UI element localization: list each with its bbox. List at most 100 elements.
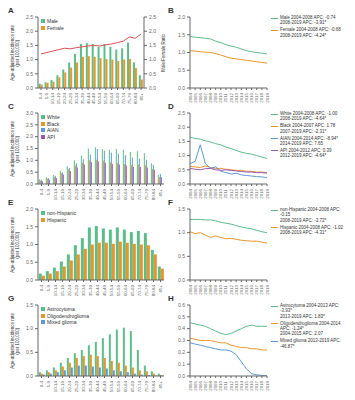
svg-text:65-69: 65-69 (115, 92, 120, 104)
svg-text:20-24: 20-24 (67, 380, 72, 392)
svg-text:1.5: 1.5 (178, 138, 185, 144)
svg-text:25-29: 25-29 (74, 380, 79, 392)
svg-text:60-64: 60-64 (123, 284, 128, 296)
svg-text:75-79: 75-79 (127, 92, 132, 104)
svg-text:2019: 2019 (265, 188, 270, 198)
svg-text:80-84: 80-84 (151, 284, 156, 296)
svg-text:0.3: 0.3 (178, 337, 185, 343)
svg-text:60-64: 60-64 (109, 92, 114, 104)
svg-text:70-74: 70-74 (137, 284, 142, 296)
svg-text:1.5: 1.5 (26, 145, 33, 151)
svg-text:0.5: 0.5 (178, 253, 185, 259)
svg-text:1.5: 1.5 (26, 302, 33, 308)
svg-text:1.5: 1.5 (26, 224, 33, 230)
svg-text:2.0: 2.0 (26, 206, 33, 212)
svg-text:25-29: 25-29 (74, 284, 79, 296)
svg-text:40-44: 40-44 (95, 188, 100, 200)
svg-text:25-29: 25-29 (68, 92, 73, 104)
svg-text:50-54: 50-54 (109, 188, 114, 200)
svg-text:2019: 2019 (265, 92, 270, 102)
svg-text:2.0: 2.0 (26, 133, 33, 139)
svg-text:2.0: 2.0 (26, 28, 33, 34)
svg-text:15-19: 15-19 (60, 380, 65, 392)
svg-text:2019: 2019 (265, 284, 270, 294)
svg-text:45-49: 45-49 (91, 92, 96, 104)
svg-text:0.5: 0.5 (26, 259, 33, 265)
svg-text:10-14: 10-14 (53, 188, 58, 200)
svg-text:0.5: 0.5 (26, 349, 33, 355)
svg-text:5-9: 5-9 (44, 92, 49, 99)
svg-text:75-79: 75-79 (144, 380, 149, 392)
svg-text:1.0: 1.0 (178, 152, 185, 158)
svg-text:20-24: 20-24 (67, 188, 72, 200)
svg-text:30-34: 30-34 (81, 284, 86, 296)
svg-text:0.6: 0.6 (178, 302, 185, 308)
svg-text:2.5: 2.5 (178, 110, 185, 116)
svg-text:30-34: 30-34 (81, 380, 86, 392)
svg-text:45-49: 45-49 (102, 188, 107, 200)
svg-text:40-44: 40-44 (95, 380, 100, 392)
svg-text:55-59: 55-59 (103, 92, 108, 104)
svg-text:0.1: 0.1 (178, 361, 185, 367)
svg-text:1.5: 1.5 (178, 206, 185, 212)
svg-text:0-4: 0-4 (39, 188, 44, 195)
svg-text:0.5: 0.5 (26, 71, 33, 77)
svg-text:0.5: 0.5 (178, 167, 185, 173)
svg-text:0-4: 0-4 (38, 92, 43, 99)
svg-text:30-34: 30-34 (81, 188, 86, 200)
svg-text:35-39: 35-39 (88, 188, 93, 200)
svg-text:45-49: 45-49 (102, 380, 107, 392)
svg-text:65-69: 65-69 (130, 188, 135, 200)
svg-text:5-9: 5-9 (46, 380, 51, 387)
svg-text:1.0: 1.0 (178, 229, 185, 235)
svg-text:30-34: 30-34 (74, 92, 79, 104)
svg-text:0.0: 0.0 (178, 181, 185, 187)
svg-text:85+: 85+ (158, 189, 163, 197)
svg-text:1.5: 1.5 (26, 42, 33, 48)
svg-text:80-84: 80-84 (151, 188, 156, 200)
svg-text:70-74: 70-74 (137, 188, 142, 200)
svg-text:0-4: 0-4 (39, 380, 44, 387)
svg-text:0.4: 0.4 (178, 325, 185, 331)
svg-text:10-14: 10-14 (53, 284, 58, 296)
svg-text:25-29: 25-29 (74, 188, 79, 200)
svg-text:2.5: 2.5 (26, 122, 33, 128)
svg-text:0.0: 0.0 (26, 85, 33, 91)
svg-text:55-59: 55-59 (116, 284, 121, 296)
svg-text:1.0: 1.0 (178, 49, 185, 55)
svg-text:0.0: 0.0 (178, 373, 185, 379)
svg-text:50-54: 50-54 (97, 92, 102, 104)
svg-text:2.5: 2.5 (26, 14, 33, 20)
svg-text:1.0: 1.0 (26, 241, 33, 247)
svg-text:1.0: 1.0 (26, 325, 33, 331)
svg-text:0.5: 0.5 (178, 67, 185, 73)
svg-text:20-24: 20-24 (62, 92, 67, 104)
svg-text:2019: 2019 (265, 380, 270, 390)
svg-text:70-74: 70-74 (137, 380, 142, 392)
svg-text:60-64: 60-64 (123, 188, 128, 200)
svg-text:55-59: 55-59 (116, 380, 121, 392)
svg-text:85+: 85+ (139, 93, 144, 101)
svg-text:10-14: 10-14 (53, 380, 58, 392)
svg-text:40-44: 40-44 (86, 92, 91, 104)
svg-text:1.0: 1.0 (149, 56, 156, 62)
svg-text:65-69: 65-69 (130, 284, 135, 296)
svg-text:35-39: 35-39 (80, 92, 85, 104)
svg-text:2.0: 2.0 (149, 28, 156, 34)
svg-text:55-59: 55-59 (116, 188, 121, 200)
svg-text:70-74: 70-74 (121, 92, 126, 104)
svg-text:1.0: 1.0 (26, 56, 33, 62)
svg-text:45-49: 45-49 (102, 284, 107, 296)
svg-text:0.0: 0.0 (149, 85, 156, 91)
svg-text:80-84: 80-84 (151, 380, 156, 392)
svg-text:3.0: 3.0 (26, 110, 33, 116)
svg-text:50-54: 50-54 (109, 284, 114, 296)
svg-text:15-19: 15-19 (56, 92, 61, 104)
svg-text:20-24: 20-24 (67, 284, 72, 296)
svg-text:0.0: 0.0 (26, 181, 33, 187)
svg-text:2.0: 2.0 (178, 14, 185, 20)
svg-text:0.0: 0.0 (26, 277, 33, 283)
svg-text:0.0: 0.0 (26, 373, 33, 379)
svg-text:2.0: 2.0 (178, 124, 185, 130)
svg-text:10-14: 10-14 (50, 92, 55, 104)
